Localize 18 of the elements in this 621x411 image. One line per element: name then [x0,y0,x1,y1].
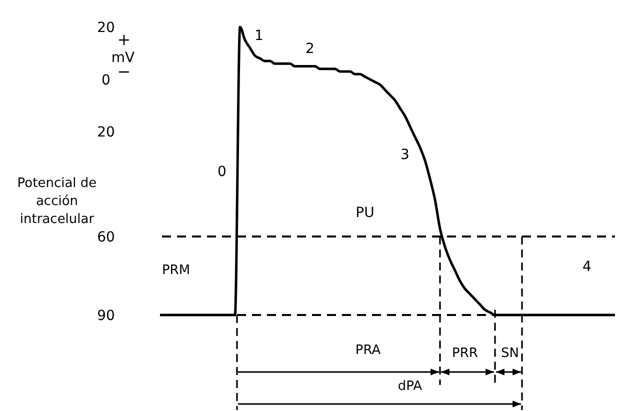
text: PRA [355,343,381,358]
annotation: PRM [162,263,190,278]
y-axis-title: Potencial de acción intracelular [17,176,97,227]
annotation: 4 [582,259,592,275]
y-tick-label: 60 [97,229,115,246]
annotation: 0 [218,164,226,180]
y-tick-label: 20 [97,124,115,141]
text: dPA [398,379,422,394]
text: + [117,30,131,49]
annotation: 3 [400,147,410,163]
y-tick-label: 0 [102,72,110,88]
annotation: 1 [254,28,264,44]
annotation: PU [356,205,374,221]
text: PRR [452,346,478,361]
y-tick-label: 90 [97,308,115,324]
text: SN [501,346,519,361]
y-tick-label: 20 [97,20,115,36]
annotation: 2 [306,41,314,57]
